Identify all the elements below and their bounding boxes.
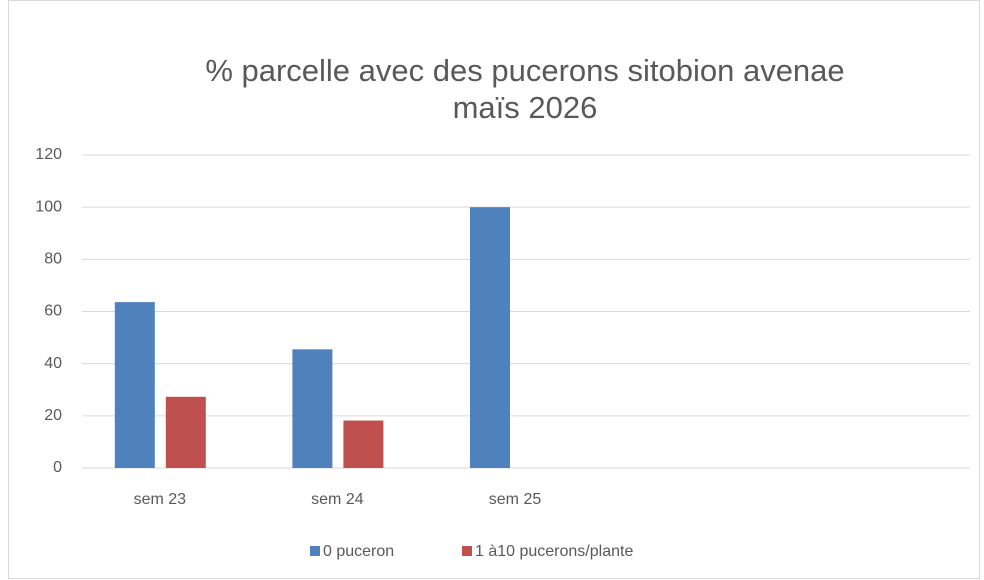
- bar: [470, 207, 510, 468]
- legend-label: 0 puceron: [323, 543, 394, 560]
- x-tick-label: sem 23: [134, 491, 187, 508]
- bar: [343, 420, 384, 468]
- y-tick-label: 120: [35, 146, 62, 163]
- bar: [292, 349, 333, 468]
- bar: [165, 396, 206, 468]
- y-tick-label: 80: [44, 251, 62, 268]
- x-tick-label: sem 24: [311, 491, 364, 508]
- chart-title: % parcelle avec des pucerons sitobion av…: [205, 53, 844, 88]
- bar: [114, 302, 155, 468]
- y-tick-label: 100: [35, 198, 62, 215]
- legend-swatch: [310, 546, 320, 556]
- y-tick-label: 40: [44, 355, 62, 372]
- x-tick-label: sem 25: [489, 491, 542, 508]
- y-tick-label: 0: [53, 459, 62, 476]
- y-tick-label: 20: [44, 407, 62, 424]
- legend-swatch: [462, 546, 472, 556]
- chart-subtitle: maïs 2026: [453, 90, 598, 125]
- y-tick-label: 60: [44, 303, 62, 320]
- legend-label: 1 à10 pucerons/plante: [475, 543, 633, 560]
